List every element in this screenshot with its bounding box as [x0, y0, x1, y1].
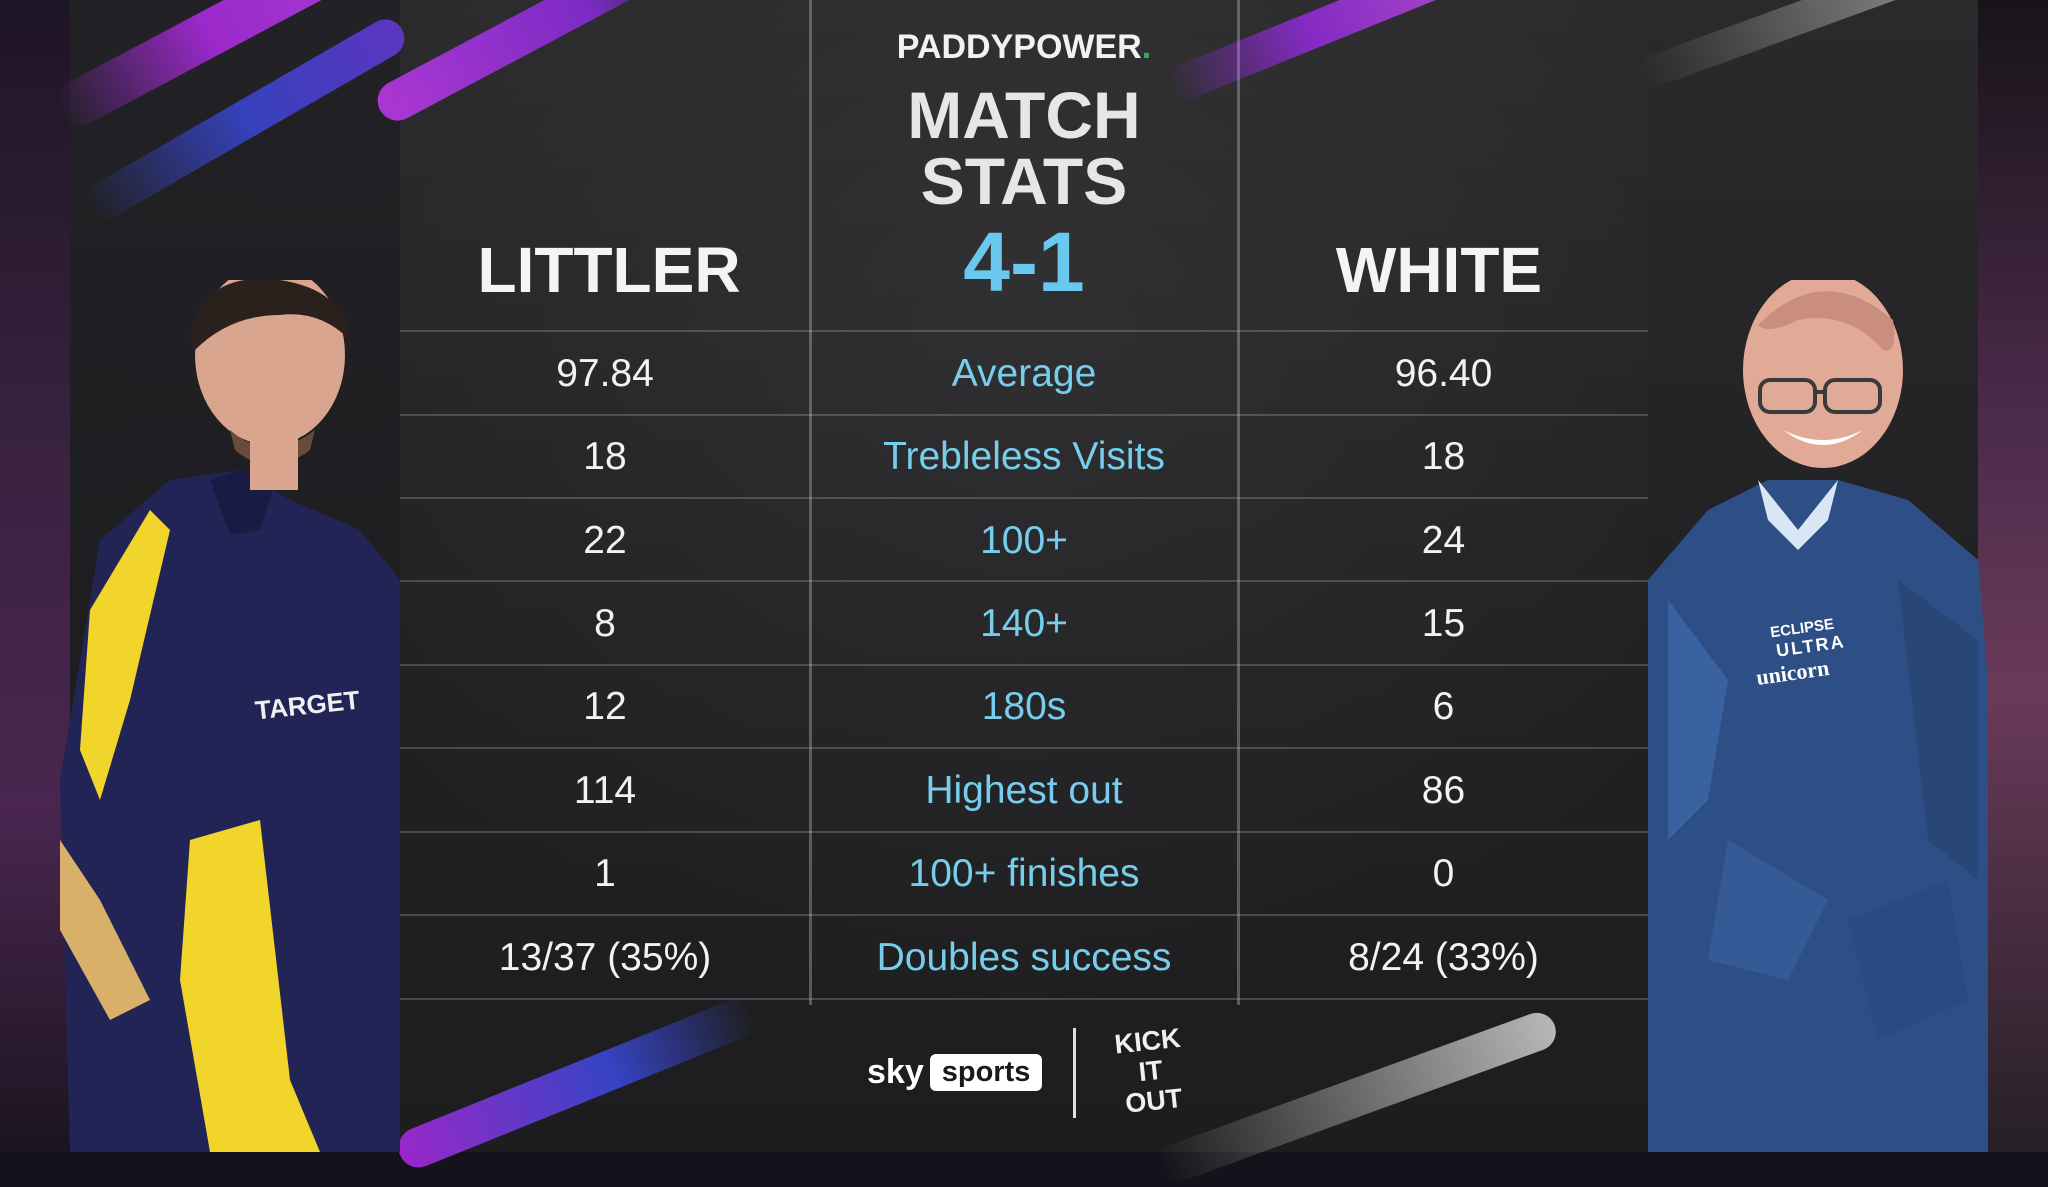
sponsor-logo: PADDYPOWER. — [896, 28, 1152, 66]
stat-label: 100+ finishes — [908, 852, 1140, 895]
sky-logo-word: sky — [867, 1052, 924, 1091]
right-stat-value: 8/24 (33%) — [1348, 936, 1539, 979]
sky-logo-pill: sports — [929, 1053, 1043, 1091]
stat-label: 140+ — [980, 602, 1068, 645]
background-right — [1978, 0, 2048, 1152]
stat-row: 8 140+ 15 — [400, 582, 1648, 665]
page-title: MATCH STATS — [811, 82, 1237, 214]
stat-row: 18 Trebleless Visits 18 — [400, 415, 1648, 498]
stat-row: 1 100+ finishes 0 — [400, 832, 1648, 915]
logo-divider — [1073, 1028, 1076, 1118]
stat-label: Doubles success — [876, 936, 1172, 979]
right-stat-value: 6 — [1432, 685, 1455, 728]
match-score: 4-1 — [963, 215, 1085, 309]
kick-it-out-logo: KICK IT OUT — [1098, 1021, 1204, 1127]
row-divider — [400, 664, 1648, 666]
stat-row: 12 180s 6 — [400, 665, 1648, 748]
left-stat-value: 22 — [583, 519, 627, 562]
left-stat-value: 8 — [594, 602, 616, 645]
right-stat-value: 86 — [1421, 769, 1466, 812]
background-left — [0, 0, 70, 1152]
row-divider — [400, 330, 1648, 332]
right-stat-value: 0 — [1432, 852, 1455, 895]
column-divider — [1237, 0, 1240, 1005]
row-divider — [400, 914, 1648, 916]
right-player-photo: ECLIPSE ULTRA unicorn — [1648, 272, 1988, 1152]
stat-label: Trebleless Visits — [883, 435, 1165, 478]
row-divider — [400, 998, 1648, 1000]
sky-sports-logo: sky sports — [867, 1050, 1043, 1094]
right-stat-value: 96.40 — [1394, 352, 1493, 395]
stat-row: 22 100+ 24 — [400, 499, 1648, 582]
left-player-photo: TARGET — [60, 265, 400, 1152]
player-photo-icon — [60, 265, 400, 1152]
broadcaster-logos: sky sports KICK IT OUT — [811, 1020, 1237, 1120]
left-stat-value: 97.84 — [556, 352, 654, 395]
title-line-2: STATS — [920, 144, 1128, 218]
right-stat-value: 18 — [1421, 435, 1466, 478]
stat-row: 97.84 Average 96.40 — [400, 332, 1648, 415]
stat-row: 114 Highest out 86 — [400, 749, 1648, 832]
stat-label: Average — [951, 352, 1097, 395]
title-line-1: MATCH — [907, 78, 1141, 152]
right-stat-value: 24 — [1421, 519, 1466, 562]
left-stat-value: 114 — [573, 769, 637, 812]
left-stat-value: 1 — [594, 852, 616, 895]
stat-label: 180s — [981, 685, 1067, 728]
column-divider — [809, 0, 812, 1005]
row-divider — [400, 414, 1648, 416]
left-stat-value: 13/37 (35%) — [498, 936, 712, 979]
left-player-name: LITTLER — [477, 234, 741, 306]
stat-row: 13/37 (35%) Doubles success 8/24 (33%) — [400, 916, 1648, 999]
stat-label: 100+ — [980, 519, 1068, 562]
row-divider — [400, 580, 1648, 582]
row-divider — [400, 831, 1648, 833]
player-photo-icon — [1648, 272, 1988, 1152]
stat-label: Highest out — [925, 769, 1123, 812]
row-divider — [400, 747, 1648, 749]
row-divider — [400, 497, 1648, 499]
right-stat-value: 15 — [1421, 602, 1466, 645]
left-stat-value: 18 — [583, 435, 627, 478]
right-player-name: WHITE — [1335, 234, 1543, 306]
left-stat-value: 12 — [583, 685, 627, 728]
